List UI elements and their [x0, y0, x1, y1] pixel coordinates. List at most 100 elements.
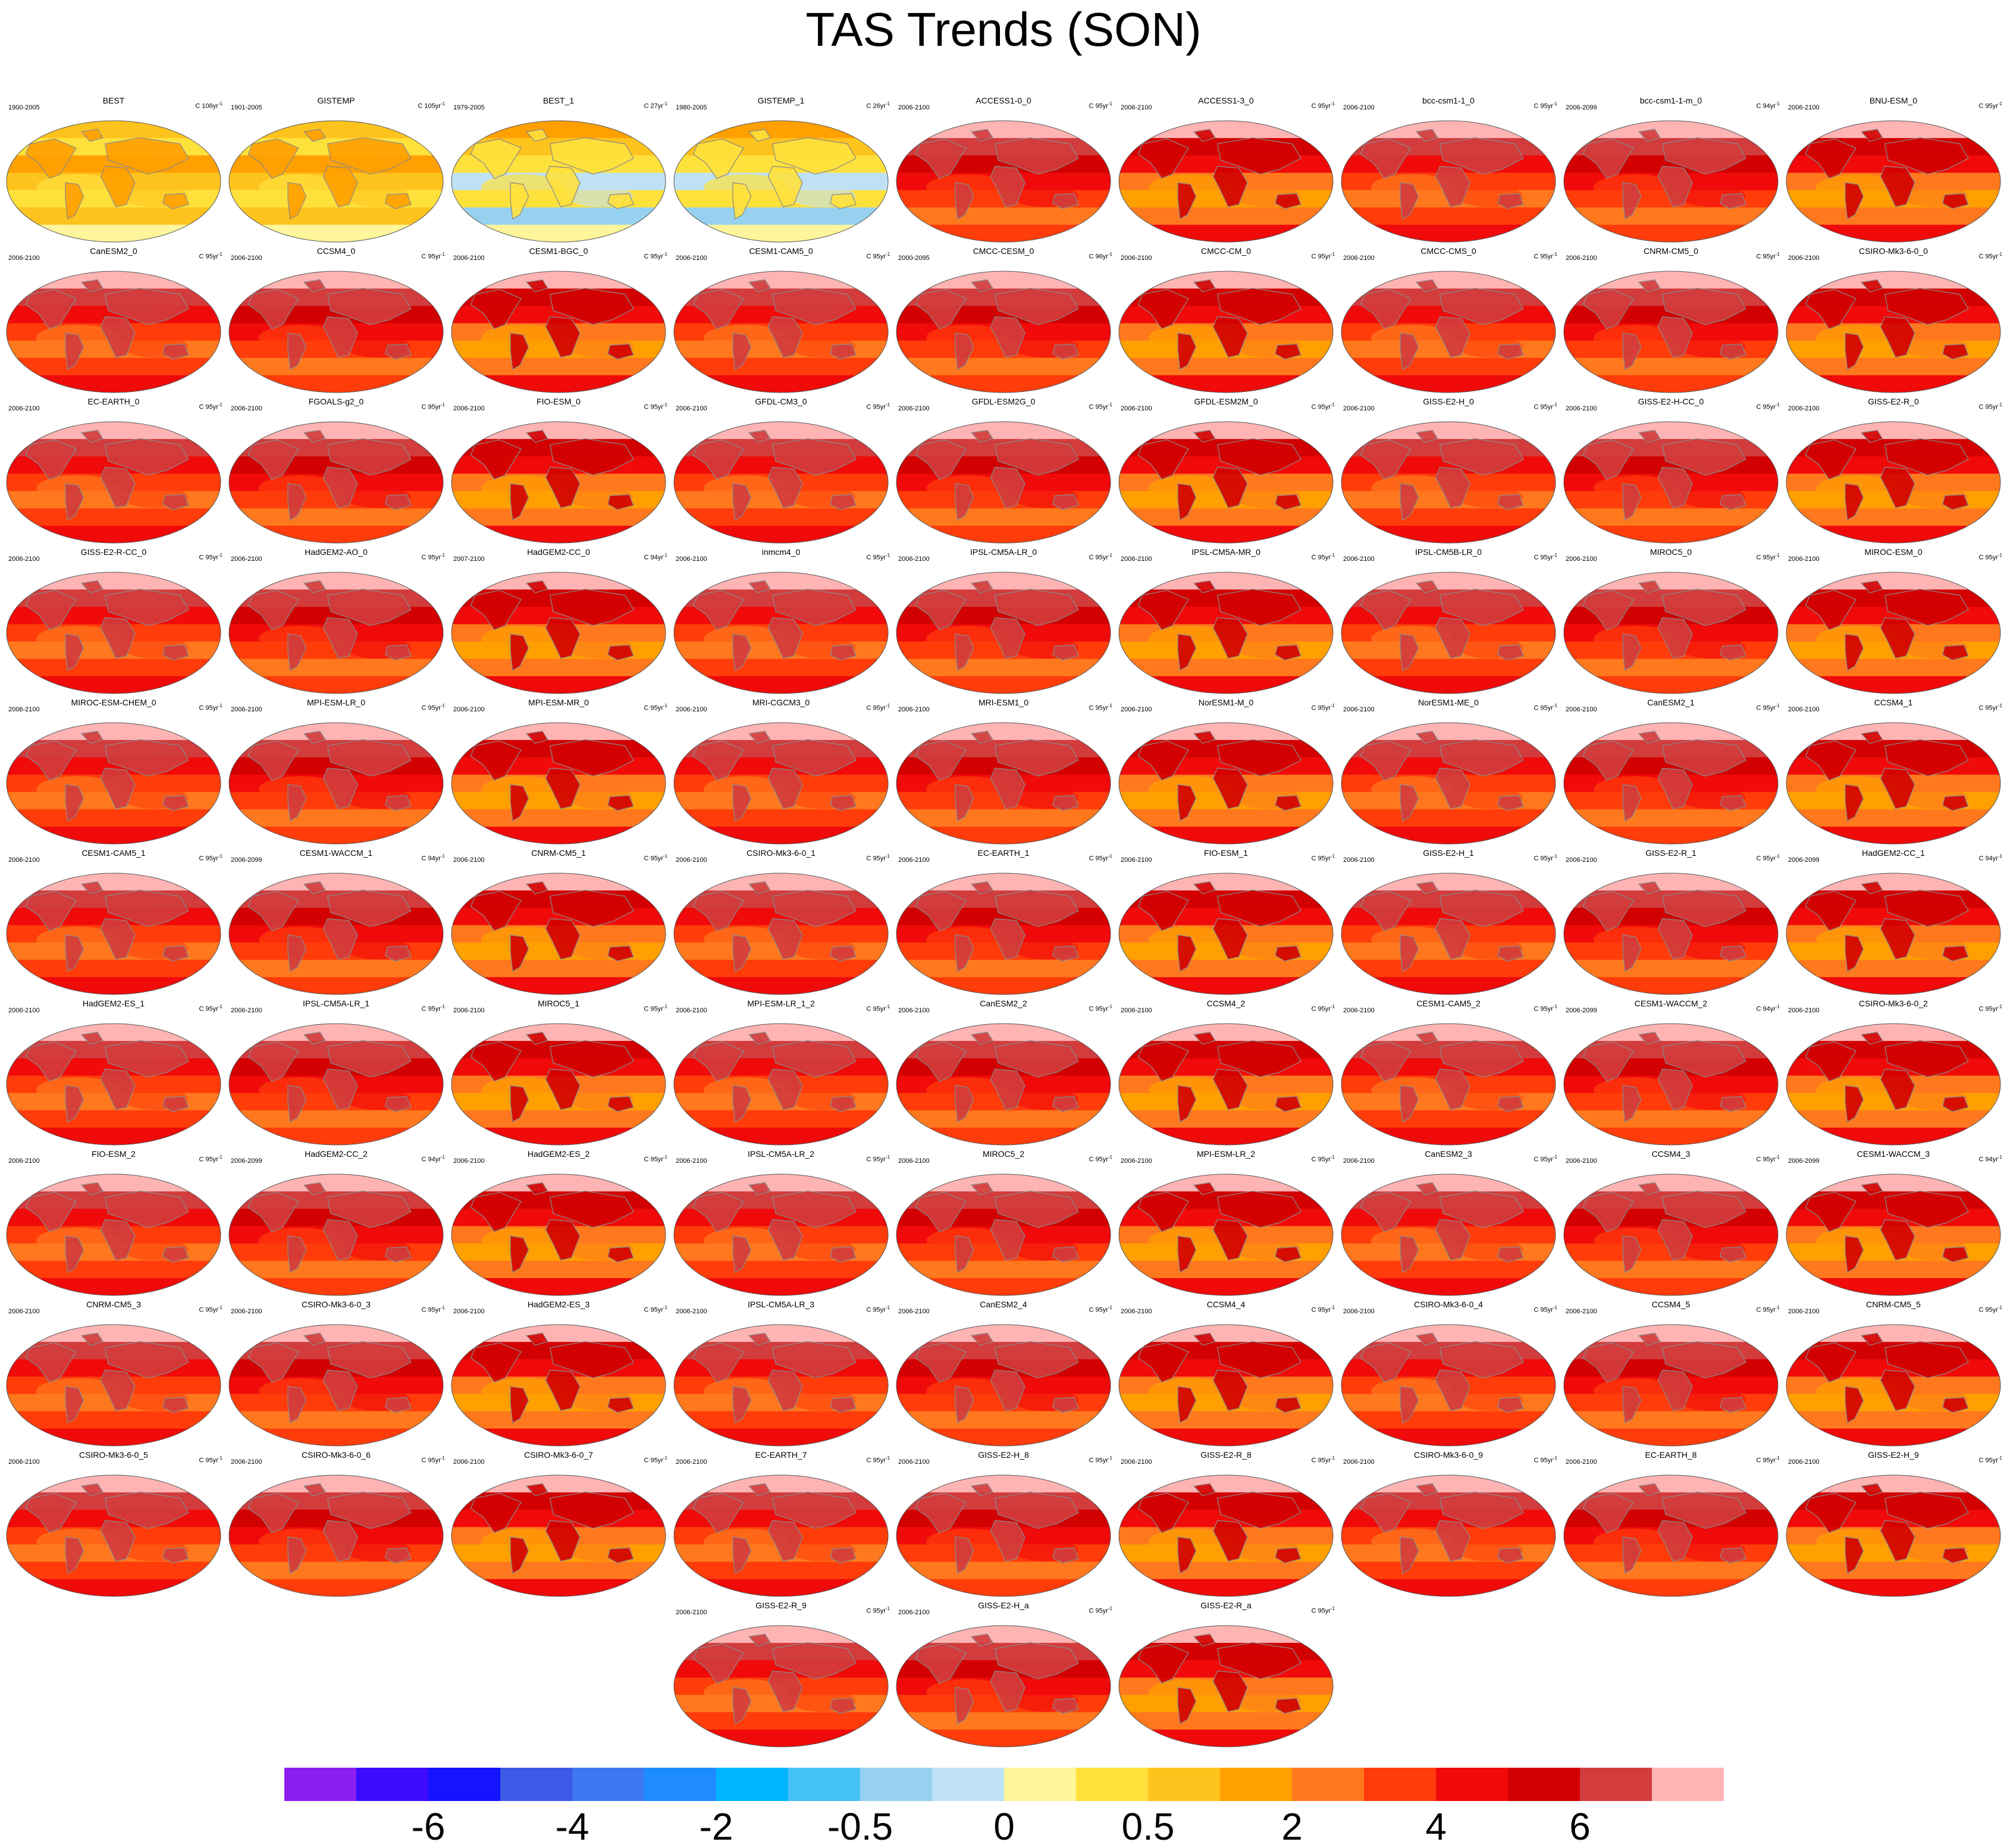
- panel-period: 2006-2100: [676, 856, 707, 864]
- panel-title: CanESM2_4: [980, 1300, 1027, 1309]
- panel-period: 2006-2100: [1566, 1157, 1597, 1165]
- map-panel: CSIRO-Mk3-6-0_6 2006-2100 C 95yr-1: [225, 1449, 447, 1598]
- panel-units: C 95yr-1: [1534, 252, 1557, 261]
- panel-period: 2006-2100: [453, 706, 485, 713]
- map-svg: [1118, 120, 1334, 243]
- colorbar-tick-label: -0.5: [827, 1805, 893, 1848]
- panel-title: GISS-E2-R_8: [1200, 1450, 1252, 1460]
- panel-units: C 94yr-1: [1756, 101, 1780, 110]
- map-panel: BNU-ESM_0 2006-2100 C 95yr-1: [1782, 95, 2005, 244]
- map-svg: [1563, 1023, 1779, 1146]
- panel-period: 2006-2100: [898, 856, 930, 864]
- panel-title: GISS-E2-H_0: [1423, 397, 1474, 406]
- map-svg: [451, 271, 666, 393]
- map-panel: IPSL-CM5A-LR_0 2006-2100 C 95yr-1: [892, 547, 1115, 695]
- panel-title: HadGEM2-CC_2: [305, 1149, 368, 1159]
- map-svg: [896, 1023, 1111, 1146]
- panel-period: 2006-2100: [1343, 104, 1375, 111]
- map-panel: CCSM4_2 2006-2100 C 95yr-1: [1115, 998, 1337, 1147]
- panel-title: FGOALS-g2_0: [308, 397, 364, 406]
- panel-title: BEST: [102, 96, 125, 105]
- panel-units: C 94yr-1: [644, 553, 667, 561]
- panel-units: C 95yr-1: [866, 1455, 890, 1464]
- map-panel: CSIRO-Mk3-6-0_5 2006-2100 C 95yr-1: [2, 1449, 225, 1598]
- panel-title: CSIRO-Mk3-6-0_1: [747, 848, 816, 858]
- map-panel: MRI-ESM1_0 2006-2100 C 95yr-1: [892, 697, 1115, 846]
- panel-title: MIROC5_1: [537, 999, 580, 1008]
- panel-period: 2006-2100: [898, 405, 930, 412]
- panel-units: C 95yr-1: [1089, 101, 1112, 110]
- panel-period: 2006-2100: [1343, 556, 1375, 563]
- panel-title: GISS-E2-R-CC_0: [80, 547, 147, 557]
- panel-units: C 95yr-1: [644, 1305, 667, 1314]
- panel-units: C 95yr-1: [199, 1004, 222, 1013]
- panel-period: 2006-2100: [8, 1007, 40, 1014]
- map-panel: CNRM-CM5_5 2006-2100 C 95yr-1: [1782, 1299, 2005, 1448]
- panel-title: EC-EARTH_1: [977, 848, 1030, 858]
- panel-period: 2006-2100: [8, 1458, 40, 1466]
- panel-units: C 95yr-1: [866, 252, 890, 261]
- panel-title: CSIRO-Mk3-6-0_4: [1414, 1300, 1483, 1309]
- panel-units: C 95yr-1: [1311, 703, 1335, 712]
- panel-period: 2006-2100: [676, 1007, 707, 1014]
- panel-title: EC-EARTH_7: [755, 1450, 807, 1460]
- panel-title: CESM1-WACCM_1: [299, 848, 373, 858]
- map-svg: [228, 120, 444, 243]
- colorbar-swatch: [644, 1768, 717, 1801]
- panel-title: ACCESS1-0_0: [976, 96, 1031, 105]
- map-svg: [896, 120, 1111, 243]
- map-panel: CanESM2_1 2006-2100 C 95yr-1: [1560, 697, 1782, 846]
- map-svg: [6, 271, 221, 393]
- map-panel: CSIRO-Mk3-6-0_1 2006-2100 C 95yr-1: [670, 848, 892, 996]
- panel-units: C 95yr-1: [644, 1154, 667, 1163]
- map-panel: NorESM1-M_0 2006-2100 C 95yr-1: [1115, 697, 1337, 846]
- map-svg: [673, 572, 889, 694]
- map-svg: [673, 120, 889, 243]
- map-svg: [1341, 1324, 1556, 1447]
- panel-units: C 95yr-1: [1756, 553, 1780, 561]
- panel-units: C 95yr-1: [644, 402, 667, 411]
- panel-title: CanESM2_2: [980, 999, 1027, 1008]
- panel-title: GISS-E2-R_a: [1200, 1601, 1252, 1610]
- panel-units: C 95yr-1: [866, 553, 890, 561]
- map-panel: bcc-csm1-1-m_0 2006-2099 C 94yr-1: [1560, 95, 1782, 244]
- panel-units: C 95yr-1: [1534, 402, 1557, 411]
- panel-period: 2006-2100: [676, 405, 707, 412]
- panel-units: C 95yr-1: [1534, 553, 1557, 561]
- panel-title: CanESM2_3: [1425, 1149, 1472, 1159]
- panel-title: CCSM4_0: [316, 246, 356, 256]
- map-svg: [1118, 572, 1334, 694]
- panel-period: 2006-2099: [1788, 1157, 1820, 1165]
- panel-period: 2006-2099: [231, 1157, 262, 1165]
- map-svg: [1786, 1023, 2001, 1146]
- colorbar-swatch: [788, 1768, 861, 1801]
- panel-period: 2006-2100: [8, 255, 40, 262]
- panel-period: 2006-2100: [231, 405, 262, 412]
- map-svg: [1341, 271, 1556, 393]
- panel-period: 2006-2100: [1343, 1308, 1375, 1315]
- map-panel: inmcm4_0 2006-2100 C 95yr-1: [670, 547, 892, 695]
- panel-period: 2006-2100: [1121, 1458, 1152, 1466]
- map-svg: [673, 421, 889, 544]
- panel-units: C 95yr-1: [1756, 854, 1780, 862]
- map-panel: MIROC5_2 2006-2100 C 95yr-1: [892, 1149, 1115, 1297]
- panel-units: C 95yr-1: [644, 1455, 667, 1464]
- panel-title: GISTEMP: [317, 96, 355, 105]
- map-panel: MRI-CGCM3_0 2006-2100 C 95yr-1: [670, 697, 892, 846]
- panel-units: C 95yr-1: [421, 402, 445, 411]
- panel-title: CCSM4_3: [1651, 1149, 1691, 1159]
- panel-title: HadGEM2-CC_1: [1862, 848, 1925, 858]
- page-title: TAS Trends (SON): [805, 3, 1202, 56]
- map-panel: CESM1-CAM5_2 2006-2100 C 95yr-1: [1337, 998, 1560, 1147]
- map-svg: [451, 873, 666, 995]
- panel-units: C 95yr-1: [1978, 402, 2002, 411]
- panel-units: C 95yr-1: [866, 703, 890, 712]
- panel-title: CSIRO-Mk3-6-0_5: [79, 1450, 148, 1460]
- panel-title: MPI-ESM-LR_2: [1196, 1149, 1256, 1159]
- panel-title: CSIRO-Mk3-6-0_6: [302, 1450, 371, 1460]
- panel-units: C 95yr-1: [1089, 402, 1112, 411]
- map-panel: ACCESS1-3_0 2006-2100 C 95yr-1: [1115, 95, 1337, 244]
- panel-title: GFDL-CM3_0: [755, 397, 807, 406]
- map-panel: CCSM4_5 2006-2100 C 95yr-1: [1560, 1299, 1782, 1448]
- panel-title: EC-EARTH_0: [87, 397, 140, 406]
